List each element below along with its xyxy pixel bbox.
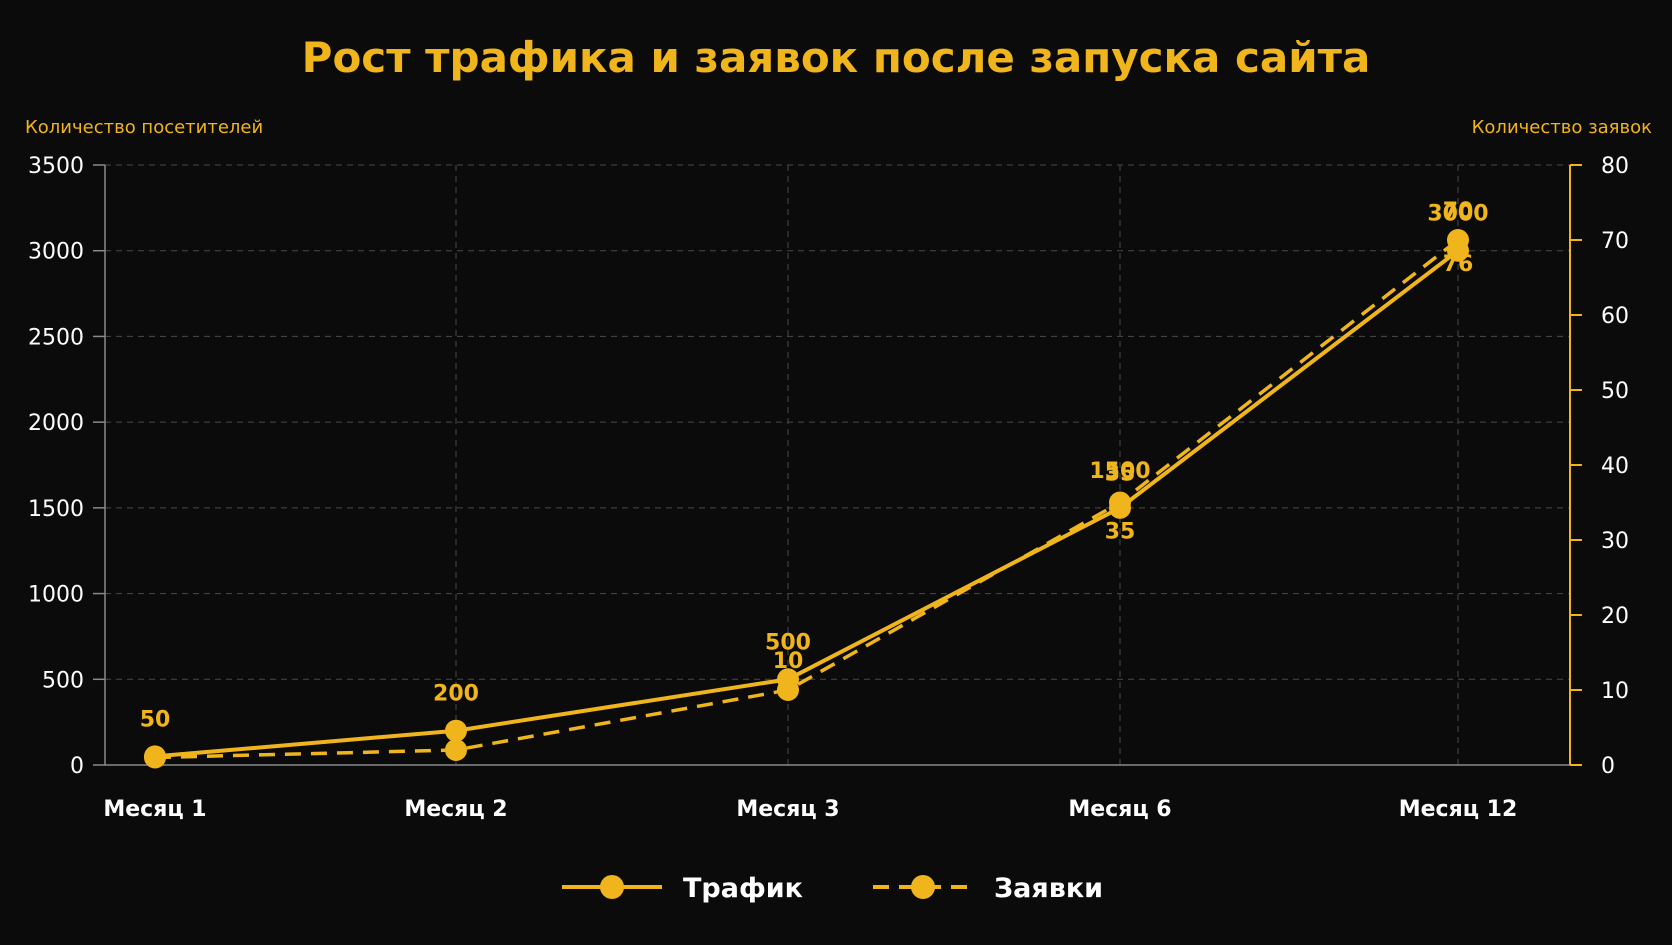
axes <box>93 164 1582 766</box>
traffic-data-label: 200 <box>433 682 479 707</box>
y-right-tick-label: 40 <box>1601 454 1629 479</box>
traffic-data-label: 50 <box>140 707 171 732</box>
traffic-point <box>777 668 799 691</box>
legend-leads-label: Заявки <box>994 873 1103 904</box>
y-left-tick-label: 3500 <box>28 154 84 179</box>
leads-data-label: 35 <box>1105 462 1136 487</box>
y-right-tick-label: 80 <box>1601 154 1629 179</box>
leads-data-label: 70 <box>1443 199 1474 224</box>
data-labels: 50 200 500 1500 3000 10 35 70 35 76 <box>140 199 1489 732</box>
chart-title: Рост трафика и заявок после запуска сайт… <box>302 33 1371 82</box>
traffic-data-label: 500 <box>765 630 811 655</box>
right-axis-title: Количество заявок <box>1472 117 1652 138</box>
y-right-tick-label: 0 <box>1601 754 1615 779</box>
y-left-tick-label: 1000 <box>28 583 84 608</box>
leads-line <box>154 238 1460 760</box>
grid <box>105 164 1570 765</box>
traffic-data-label: 1500 <box>1089 459 1150 484</box>
legend-traffic-label: Трафик <box>683 873 803 904</box>
y-left-tick-label: 0 <box>70 754 84 779</box>
y-left-tick-label: 3000 <box>28 240 84 265</box>
y-right-tick-label: 10 <box>1601 679 1629 704</box>
x-tick-label: Месяц 1 <box>103 797 206 822</box>
legend: Трафик Заявки <box>562 873 1103 904</box>
x-tick-label: Месяц 12 <box>1399 797 1518 822</box>
extra-data-label: 76 <box>1443 252 1474 277</box>
y-right-tick-label: 30 <box>1601 529 1629 554</box>
traffic-point <box>1447 239 1469 262</box>
left-axis-title: Количество посетителей <box>25 117 263 138</box>
x-tick-label: Месяц 3 <box>736 797 839 822</box>
series-layer <box>144 229 1469 769</box>
extra-data-label: 35 <box>1105 520 1136 545</box>
traffic-data-label: 3000 <box>1427 202 1488 227</box>
x-tick-label: Месяц 6 <box>1068 797 1171 822</box>
y-right-tick-label: 20 <box>1601 604 1629 629</box>
traffic-point <box>445 719 467 742</box>
x-tick-label: Месяц 2 <box>404 797 507 822</box>
y-left-tick-label: 2000 <box>28 411 84 436</box>
y-right-tick-label: 60 <box>1601 304 1629 329</box>
y-right-tick-label: 50 <box>1601 379 1629 404</box>
legend-traffic-marker <box>600 875 624 899</box>
traffic-point <box>1109 496 1131 519</box>
y-right-tick-label: 70 <box>1601 229 1629 254</box>
traffic-point <box>144 745 166 768</box>
y-left-tick-label: 500 <box>42 668 84 693</box>
y-left-tick-label: 1500 <box>28 497 84 522</box>
y-left-tick-label: 2500 <box>28 325 84 350</box>
leads-data-label: 10 <box>773 649 804 674</box>
leads-point <box>445 739 467 761</box>
legend-leads-marker <box>911 875 935 899</box>
